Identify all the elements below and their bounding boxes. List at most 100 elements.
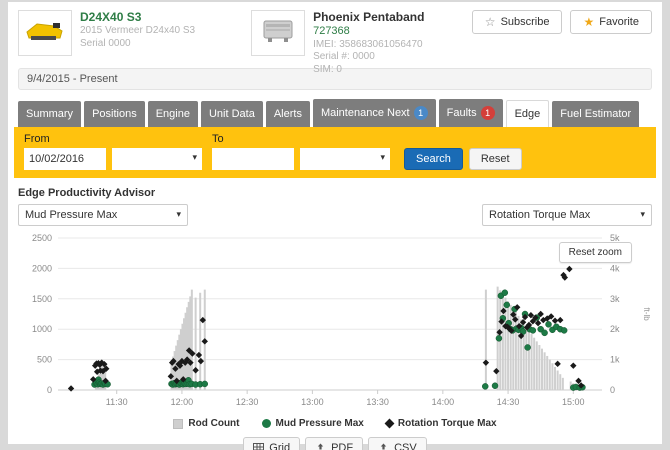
tab-label: Faults	[446, 107, 477, 119]
svg-text:2000: 2000	[32, 263, 52, 273]
svg-text:14:30: 14:30	[497, 397, 520, 407]
svg-text:0: 0	[47, 385, 52, 395]
diamond-marker-icon	[384, 418, 395, 429]
svg-text:2500: 2500	[32, 233, 52, 243]
tab-fuel-estimator[interactable]: Fuel Estimator	[552, 101, 640, 127]
subscribe-button[interactable]: ☆ Subscribe	[471, 10, 563, 34]
svg-text:ft-lb: ft-lb	[642, 307, 651, 321]
chevron-down-icon: ▾	[380, 152, 385, 162]
machine-image	[23, 15, 67, 52]
to-group: To ▾	[212, 133, 390, 170]
tab-maintenance-next[interactable]: Maintenance Next 1	[312, 99, 436, 127]
svg-text:12:00: 12:00	[171, 397, 194, 407]
device-image	[259, 15, 297, 52]
machine-serial: Serial 0000	[80, 37, 131, 49]
tab-bar: Summary Positions Engine Unit Data Alerts Mai…	[18, 99, 652, 127]
header: D24X40 S3 2015 Vermeer D24x40 S3 Serial …	[8, 2, 662, 75]
favorite-button[interactable]: ★ Favorite	[570, 10, 652, 34]
csv-download-button[interactable]: CSV	[368, 437, 427, 450]
advisor-section: Edge Productivity Advisor Mud Pressure M…	[18, 187, 652, 226]
left-metric-value: Mud Pressure Max	[25, 209, 118, 221]
svg-text:14:00: 14:00	[432, 397, 455, 407]
chart: 0 500 1000 1500 2000 2500 0 1k 2k 3k 4k 5k ft-lb 11:3…	[8, 230, 662, 429]
tab-edge[interactable]: Edge	[505, 100, 550, 127]
machine-summary: D24X40 S3 2015 Vermeer D24x40 S3 Serial …	[18, 10, 195, 62]
right-metric-select[interactable]: Rotation Torque Max ▾	[482, 204, 652, 226]
device-imei: IMEI: 358683061056470	[313, 38, 423, 50]
legend-label: Mud Pressure Max	[275, 418, 364, 429]
tab-label: Maintenance Next	[320, 107, 410, 119]
app: D24X40 S3 2015 Vermeer D24x40 S3 Serial …	[8, 2, 662, 450]
square-marker-icon	[173, 418, 184, 429]
machine-title-link[interactable]: D24X40 S3	[80, 10, 142, 24]
favorite-label: Favorite	[599, 16, 639, 28]
legend-label: Rotation Torque Max	[397, 418, 497, 429]
to-time-select[interactable]: ▾	[300, 148, 390, 170]
device-thumbnail	[251, 10, 306, 56]
machine-subtitle: 2015 Vermeer D24x40 S3	[80, 25, 196, 36]
svg-text:12:30: 12:30	[236, 397, 259, 407]
tab-label: Engine	[155, 108, 190, 120]
reset-button[interactable]: Reset	[468, 148, 522, 170]
chart-svg[interactable]: 0 500 1000 1500 2000 2500 0 1k 2k 3k 4k 5k ft-lb 11:3…	[10, 230, 660, 416]
device-info: Phoenix Pentaband 727368 IMEI: 358683061…	[313, 10, 424, 75]
svg-text:3k: 3k	[610, 294, 620, 304]
device-id-link[interactable]: 727368	[313, 25, 350, 37]
to-date-input[interactable]	[212, 148, 294, 170]
svg-text:1k: 1k	[610, 355, 620, 365]
filter-panel: From ▾ To ▾ Search Reset	[14, 127, 656, 178]
tab-label: Summary	[26, 108, 74, 120]
grid-button-label: Grid	[269, 442, 291, 450]
legend-rotation-torque-max[interactable]: Rotation Torque Max	[384, 418, 497, 429]
tab-unit-data[interactable]: Unit Data	[200, 101, 263, 127]
subscribe-label: Subscribe	[500, 16, 550, 28]
tab-label: Edge	[514, 108, 541, 120]
from-date-input[interactable]	[24, 148, 106, 170]
machine-thumbnail	[18, 10, 72, 56]
legend-mud-pressure-max[interactable]: Mud Pressure Max	[261, 418, 364, 429]
tab-label: Positions	[92, 108, 137, 120]
tab-label: Alerts	[273, 108, 302, 120]
grid-icon	[253, 442, 265, 450]
tab-positions[interactable]: Positions	[84, 101, 145, 127]
from-time-select[interactable]: ▾	[112, 148, 202, 170]
from-group: From ▾	[24, 133, 202, 170]
tab-engine[interactable]: Engine	[147, 101, 198, 127]
to-label: To	[212, 133, 224, 145]
tab-label: Fuel Estimator	[560, 108, 632, 120]
svg-text:500: 500	[37, 355, 52, 365]
reset-zoom-button[interactable]: Reset zoom	[558, 242, 632, 263]
tab-alerts[interactable]: Alerts	[265, 101, 310, 127]
svg-text:4k: 4k	[610, 263, 620, 273]
circle-marker-icon	[261, 419, 271, 428]
device-sim: SIM: 0	[313, 63, 342, 75]
svg-text:1500: 1500	[32, 294, 52, 304]
download-icon	[378, 443, 389, 450]
chart-legend: Rod Count Mud Pressure Max Rotation Torq…	[8, 418, 662, 429]
left-metric-select[interactable]: Mud Pressure Max ▾	[18, 204, 188, 226]
tab-summary[interactable]: Summary	[18, 101, 82, 127]
tab-badge: 1	[480, 106, 495, 120]
export-toolbar: Grid PDF CSV	[8, 437, 662, 450]
device-serial: Serial #: 0000	[313, 51, 375, 63]
svg-text:2k: 2k	[610, 324, 620, 334]
legend-rod-count[interactable]: Rod Count	[173, 418, 240, 429]
search-button[interactable]: Search	[404, 148, 463, 170]
download-icon	[315, 443, 326, 450]
svg-text:13:00: 13:00	[301, 397, 324, 407]
svg-text:13:30: 13:30	[366, 397, 389, 407]
chevron-down-icon: ▾	[176, 209, 181, 219]
grid-button[interactable]: Grid	[243, 437, 301, 450]
tab-faults[interactable]: Faults 1	[438, 99, 503, 127]
date-range-bar[interactable]: 9/4/2015 - Present	[18, 68, 652, 90]
header-actions: ☆ Subscribe ★ Favorite	[471, 10, 652, 34]
svg-text:0: 0	[610, 385, 615, 395]
star-filled-icon: ★	[583, 15, 595, 29]
machine-info: D24X40 S3 2015 Vermeer D24x40 S3 Serial …	[80, 10, 195, 62]
pdf-download-button[interactable]: PDF	[305, 437, 364, 450]
device-summary: Phoenix Pentaband 727368 IMEI: 358683061…	[251, 10, 424, 75]
from-label: From	[24, 133, 50, 145]
pdf-button-label: PDF	[331, 442, 354, 450]
advisor-title: Edge Productivity Advisor	[18, 187, 156, 199]
star-outline-icon: ☆	[484, 15, 496, 29]
